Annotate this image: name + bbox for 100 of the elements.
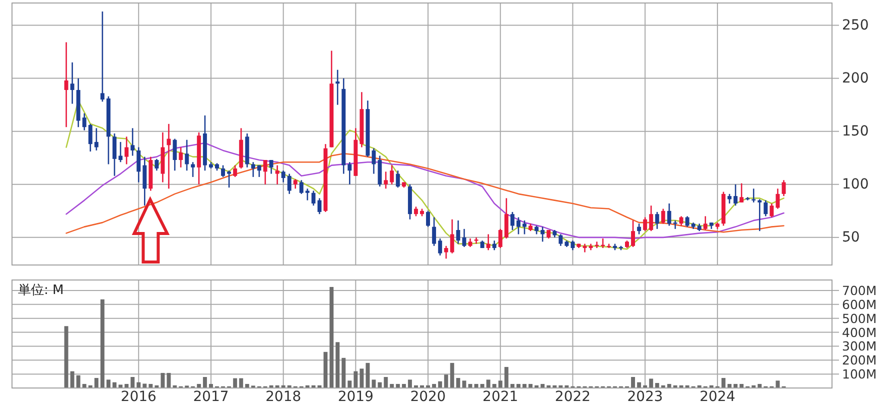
candlestick	[112, 132, 116, 177]
candlestick	[456, 220, 460, 244]
bar	[504, 366, 508, 388]
candlestick	[734, 184, 738, 206]
candlestick	[540, 226, 545, 242]
candlestick	[498, 228, 502, 249]
x-tick-label: 2019	[338, 389, 374, 405]
bar	[130, 376, 135, 388]
bar	[70, 371, 74, 388]
candlestick	[390, 164, 394, 186]
bar	[76, 375, 80, 388]
candlestick	[396, 170, 400, 188]
candlestick	[522, 220, 526, 235]
bar	[721, 378, 726, 388]
candlestick	[758, 198, 762, 232]
candlestick	[661, 208, 666, 224]
candlestick	[432, 216, 436, 247]
bar	[330, 286, 334, 388]
bar	[366, 362, 370, 388]
candlestick	[372, 148, 376, 174]
candlestick	[269, 159, 274, 174]
x-tick-label: 2023	[627, 389, 663, 405]
bar	[166, 372, 171, 388]
x-tick-label: 2016	[120, 389, 157, 405]
candlestick	[124, 136, 129, 165]
bar	[354, 371, 358, 388]
candlestick	[70, 62, 74, 104]
bar	[498, 380, 502, 388]
bar	[239, 378, 244, 388]
bar	[202, 376, 207, 388]
candlestick	[263, 159, 268, 186]
y-tick-label: 400M	[842, 324, 877, 340]
bar	[450, 362, 454, 388]
candlestick	[94, 128, 98, 152]
candlestick	[130, 128, 135, 156]
candlestick	[311, 190, 316, 206]
candlestick	[631, 220, 636, 248]
x-tick-label: 2024	[700, 389, 736, 405]
bar	[372, 380, 376, 388]
bar	[118, 384, 123, 388]
y-tick-label: 100M	[842, 366, 877, 382]
candlestick	[516, 216, 520, 235]
candlestick	[740, 182, 744, 204]
bar	[438, 381, 442, 388]
bar	[456, 378, 460, 388]
bar	[486, 380, 490, 388]
candlestick	[685, 216, 690, 228]
candlestick	[136, 146, 141, 183]
candlestick	[752, 188, 756, 204]
candlestick	[462, 228, 466, 248]
candlestick	[190, 161, 195, 178]
candlestick	[414, 206, 418, 217]
candlestick	[64, 42, 68, 128]
candlestick	[348, 161, 352, 186]
candlestick	[233, 164, 238, 178]
candlestick	[770, 202, 774, 218]
bar	[776, 380, 780, 388]
bar	[100, 299, 104, 388]
bar	[233, 378, 238, 388]
candlestick	[728, 193, 732, 204]
x-tick-label: 2022	[554, 389, 591, 405]
candlestick	[118, 141, 123, 163]
candlestick	[570, 240, 575, 251]
y-tick-label: 200	[842, 70, 869, 86]
candlestick	[178, 146, 183, 168]
candlestick	[142, 156, 147, 206]
y-tick-label: 100	[842, 176, 869, 192]
candlestick	[281, 170, 286, 183]
candlestick	[172, 138, 177, 172]
candlestick	[673, 220, 678, 230]
candlestick	[667, 202, 672, 226]
candlestick	[637, 222, 642, 235]
y-tick-label: 600M	[842, 296, 877, 312]
candlestick	[679, 216, 684, 226]
candlestick	[318, 198, 322, 215]
bar	[655, 382, 660, 388]
bar	[342, 358, 346, 388]
candlestick	[275, 164, 280, 186]
x-tick-label: 2017	[193, 389, 229, 405]
candlestick	[336, 69, 340, 106]
bar	[360, 368, 364, 388]
candlestick	[782, 179, 786, 197]
annotation: 単位: M	[18, 283, 64, 298]
candlestick	[305, 188, 310, 201]
candlestick	[558, 234, 563, 247]
bar	[649, 378, 654, 388]
candlestick	[100, 10, 104, 102]
y-tick-label: 700M	[842, 282, 877, 298]
bar	[408, 380, 412, 388]
y-tick-label: 250	[842, 17, 869, 34]
bar	[94, 378, 98, 388]
y-tick-label: 150	[842, 123, 869, 140]
candlestick	[450, 218, 454, 254]
candlestick	[184, 139, 189, 172]
candlestick	[426, 210, 430, 228]
candlestick	[299, 179, 304, 195]
bar	[348, 380, 352, 388]
y-tick-label: 200M	[842, 352, 877, 368]
candlestick	[776, 188, 780, 210]
candlestick	[643, 216, 648, 232]
